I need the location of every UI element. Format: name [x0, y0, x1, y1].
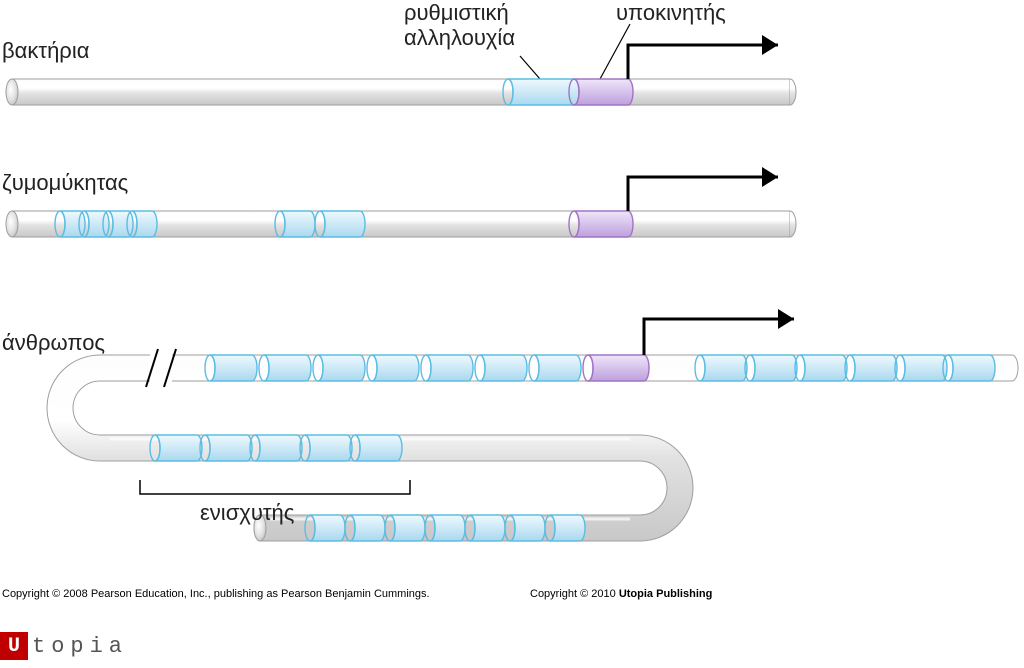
enhancer-bracket [140, 480, 410, 494]
human-top-regulatory-9 [800, 355, 847, 381]
label-bacteria: βακτήρια [2, 38, 89, 64]
label-promoter: υποκινητής [616, 0, 726, 26]
copyright-left: Copyright © 2008 Pearson Education, Inc.… [2, 588, 430, 600]
utopia-logo: U topia [0, 632, 128, 660]
yeast-promoter [574, 211, 633, 237]
human-top-regulatory-1 [264, 355, 311, 381]
label-yeast: ζυμομύκητας [2, 170, 128, 196]
human-mid-regulatory-3 [305, 435, 352, 461]
human-promoter [588, 355, 649, 381]
human-mid-regulatory-0 [155, 435, 202, 461]
human-top-regulatory-3 [372, 355, 419, 381]
label-enhancer: ενισχυτής [200, 500, 294, 526]
label-human: άνθρωπος [2, 330, 105, 356]
yeast-transcription-arrow [628, 177, 778, 211]
human-top-regulatory-6 [534, 355, 581, 381]
human-top-regulatory-11 [900, 355, 947, 381]
human-top-regulatory-4 [426, 355, 473, 381]
human-top-regulatory-0 [210, 355, 257, 381]
bacteria-transcription-arrow [628, 45, 778, 79]
human-mid-regulatory-2 [255, 435, 302, 461]
human-top-regulatory-8 [750, 355, 797, 381]
human-transcription-arrow-head [778, 309, 794, 329]
human-top-regulatory-10 [850, 355, 897, 381]
human-mid-regulatory-1 [205, 435, 252, 461]
human-top-regulatory-5 [480, 355, 527, 381]
logo-text: topia [32, 634, 128, 660]
yeast-regulatory-5 [320, 211, 365, 237]
gene-regulation-diagram [0, 0, 1024, 668]
bacteria-dna-tube [12, 79, 790, 105]
yeast-transcription-arrow-head [762, 167, 778, 187]
human-mid-regulatory-4 [355, 435, 402, 461]
bacteria-dna-tube-cap [6, 79, 18, 105]
yeast-dna-tube-cap [6, 211, 18, 237]
logo-u-icon: U [0, 632, 28, 660]
human-top-regulatory-7 [700, 355, 747, 381]
label-regulatory-sequence: ρυθμιστική αλληλουχία [404, 0, 515, 51]
copyright-right: Copyright © 2010 Utopia Publishing [530, 588, 712, 600]
bacteria-promoter [574, 79, 633, 105]
human-break-gap [150, 351, 172, 385]
human-top-regulatory-12 [948, 355, 995, 381]
bacteria-transcription-arrow-head [762, 35, 778, 55]
human-transcription-arrow [644, 319, 794, 355]
human-top-regulatory-2 [318, 355, 365, 381]
